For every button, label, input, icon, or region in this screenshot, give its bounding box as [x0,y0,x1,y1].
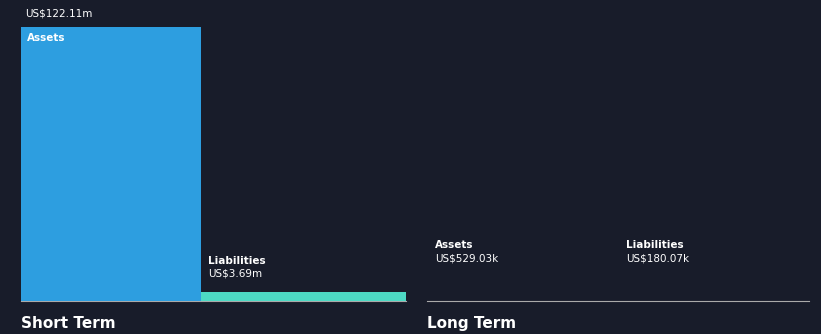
Text: US$3.69m: US$3.69m [208,269,262,279]
Text: Long Term: Long Term [427,316,516,331]
Bar [201,292,406,301]
Text: Liabilities: Liabilities [208,256,265,266]
Text: Liabilities: Liabilities [626,240,684,250]
Text: Short Term: Short Term [21,316,115,331]
Bar [21,27,201,301]
Text: US$529.03k: US$529.03k [435,254,498,264]
Text: Assets: Assets [27,33,66,43]
Text: US$122.11m: US$122.11m [25,8,92,18]
Text: US$180.07k: US$180.07k [626,254,689,264]
Text: Assets: Assets [435,240,474,250]
